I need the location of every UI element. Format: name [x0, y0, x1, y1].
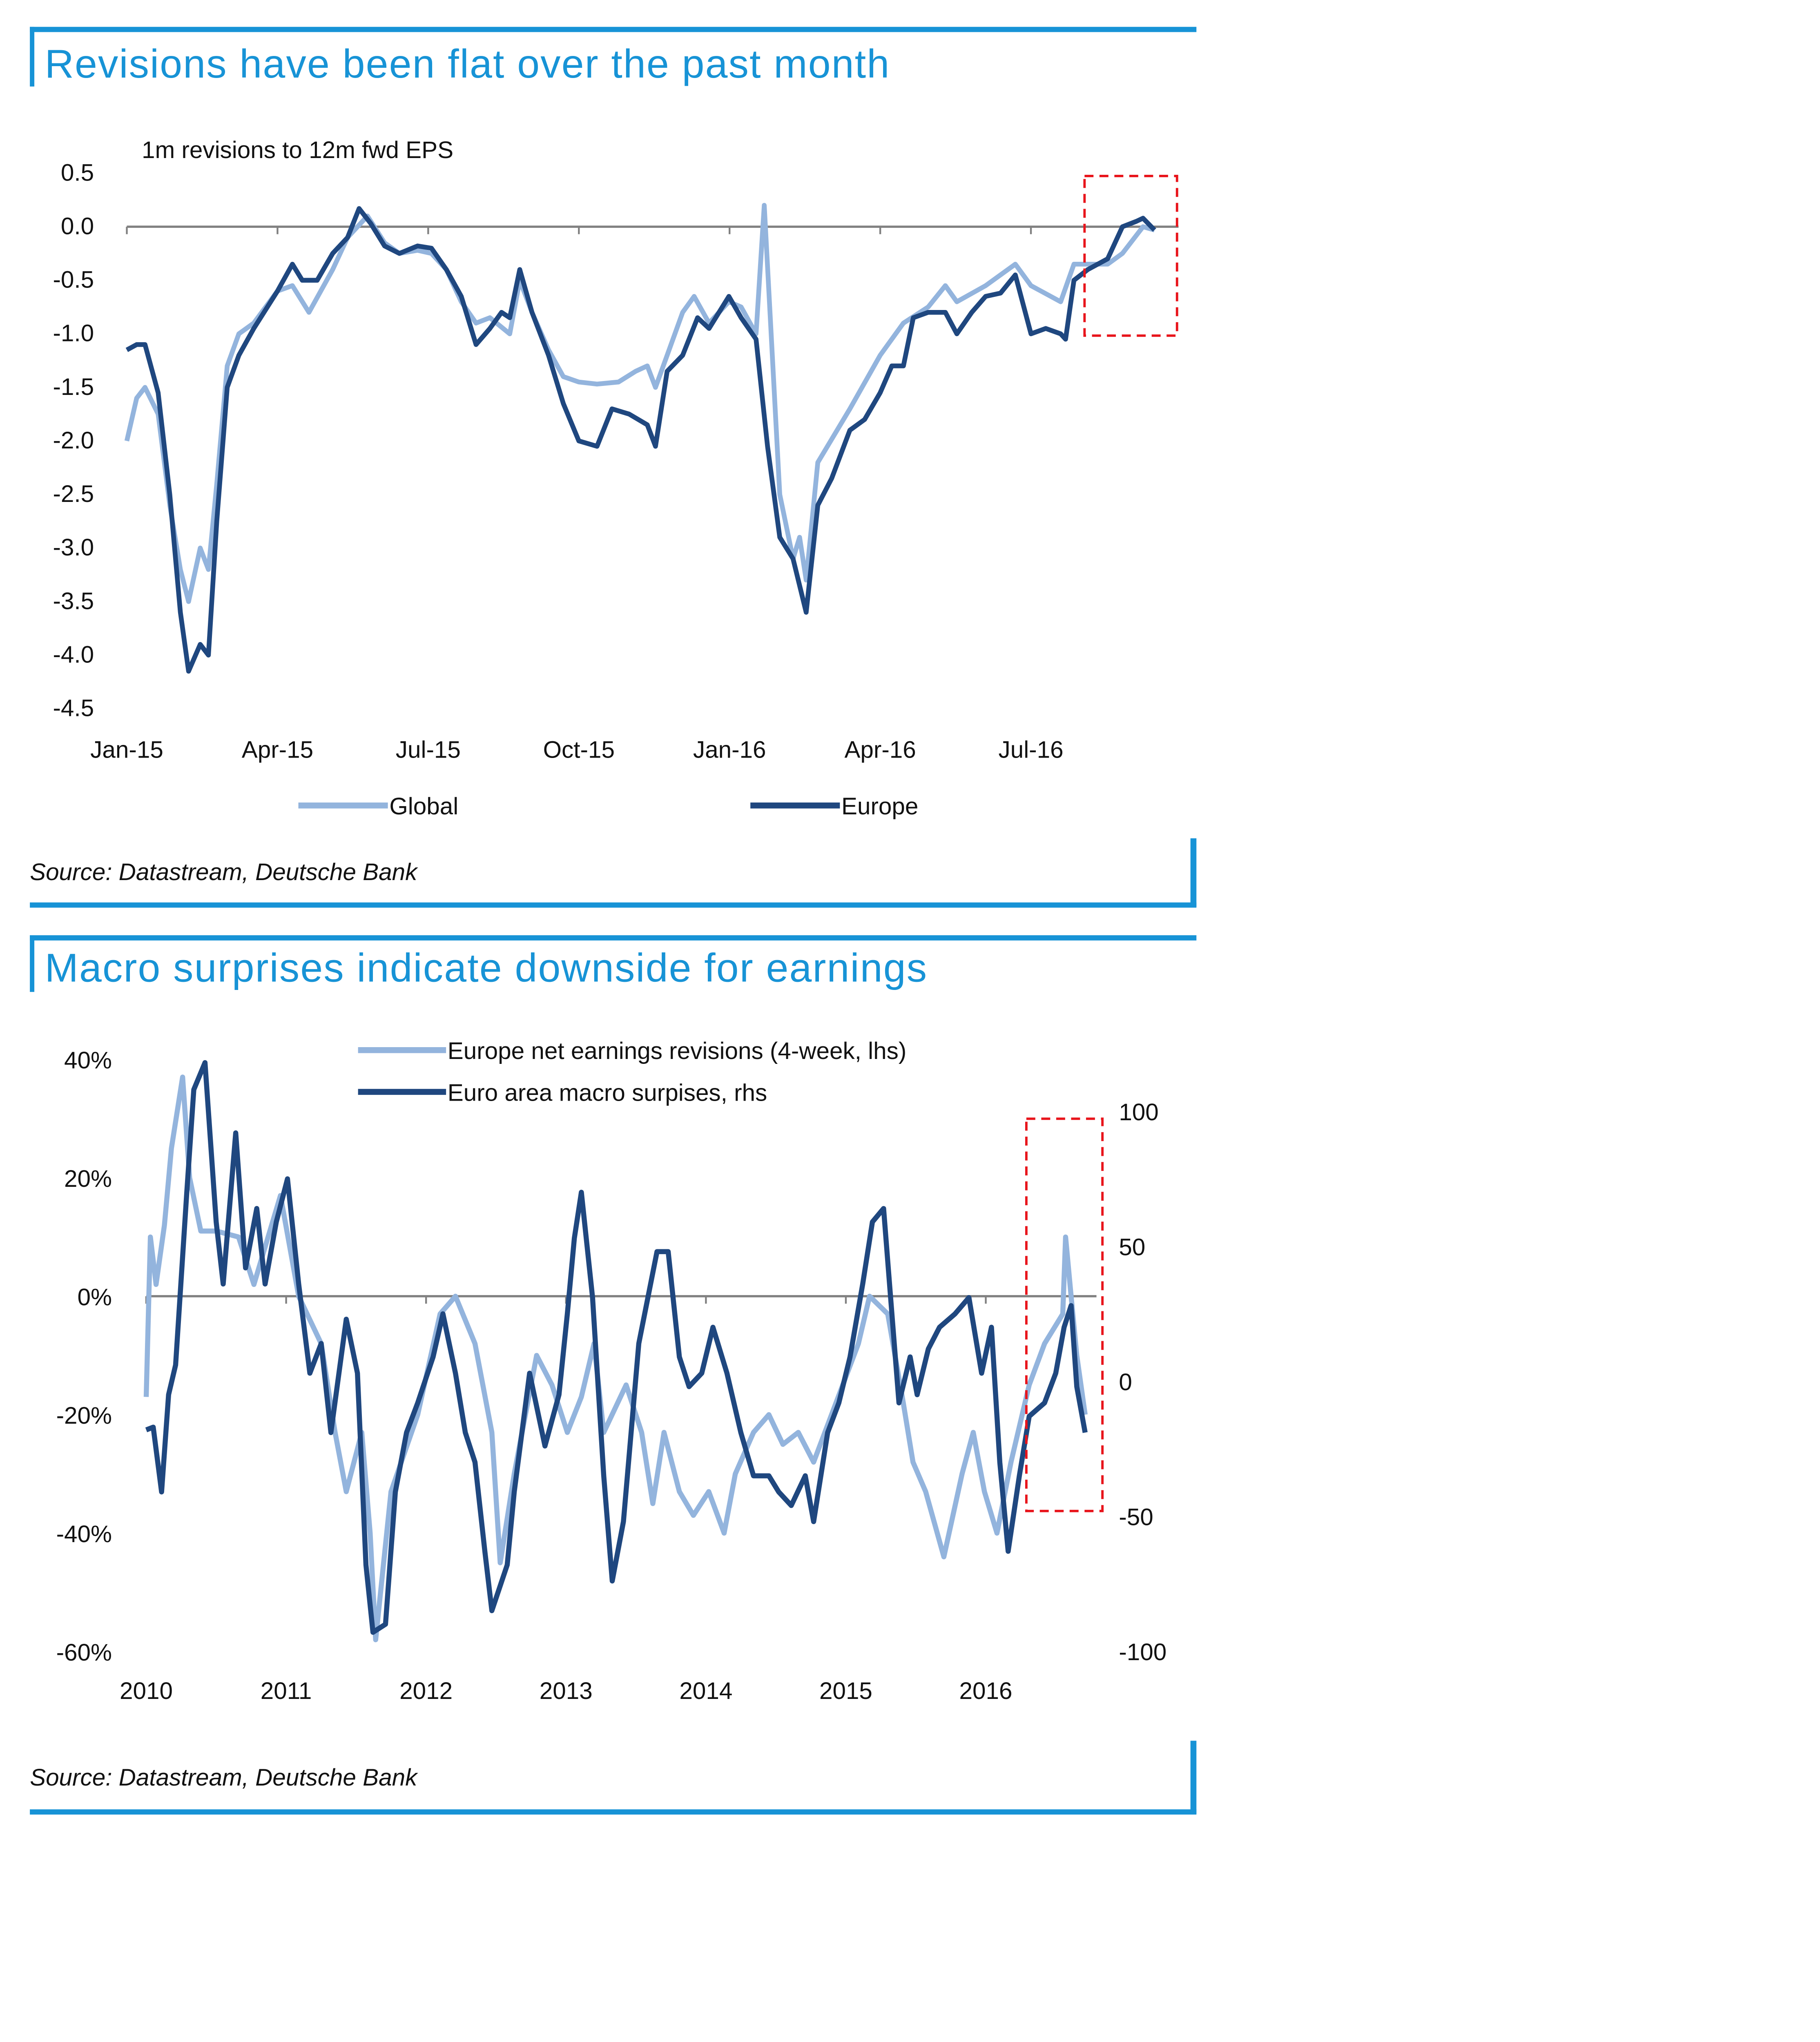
- y-tick-label: 0.0: [61, 213, 94, 239]
- y-tick-label: -3.5: [53, 588, 94, 614]
- x-tick-label: 2011: [261, 1678, 312, 1704]
- y-right-tick-label: 0: [1119, 1369, 1132, 1396]
- panel-left-bar: [30, 27, 35, 87]
- chart-subtitle: 1m revisions to 12m fwd EPS: [142, 137, 453, 163]
- x-tick-label: Jul-16: [998, 736, 1063, 763]
- series-line-europe: [125, 206, 1156, 674]
- x-tick-label: 2012: [399, 1678, 453, 1704]
- x-axis: 2010 2011 2012 2013 2014 2015 2016: [120, 1295, 1097, 1704]
- y-tick-label: -1.5: [53, 374, 94, 400]
- x-tick-label: 2010: [120, 1678, 173, 1704]
- legend-label-europe: Europe: [841, 793, 918, 820]
- panel-bottom-border: [30, 1809, 1197, 1815]
- plot-area: [143, 1060, 1088, 1643]
- y-tick-label: -0.5: [53, 267, 94, 293]
- panel-top-border: [30, 27, 1197, 32]
- y-tick-label: 0.5: [61, 159, 94, 186]
- series-line-macro-surprises: [145, 1060, 1088, 1635]
- chart-title: Macro surprises indicate downside for ea…: [45, 945, 928, 990]
- y-tick-label: -4.0: [53, 641, 94, 668]
- legend: Europe net earnings revisions (4-week, l…: [358, 1038, 907, 1106]
- panel-left-bar: [30, 935, 35, 992]
- y-left-tick-label: 0%: [78, 1284, 112, 1311]
- x-axis: Jan-15 Apr-15 Jul-15 Oct-15 Jan-16 Apr-16 Jul-…: [90, 225, 1179, 763]
- y-left-tick-label: -40%: [56, 1521, 112, 1547]
- source-note: Source: Datastream, Deutsche Bank: [30, 1764, 418, 1791]
- y-left-tick-label: 40%: [64, 1047, 112, 1074]
- x-tick-label: Oct-15: [543, 736, 615, 763]
- x-tick-label: Apr-15: [242, 736, 313, 763]
- y-left-tick-label: 20%: [64, 1166, 112, 1192]
- series-line-earnings-revisions: [143, 1075, 1088, 1643]
- highlight-box: [1025, 1117, 1104, 1512]
- panel-right-bar: [1190, 838, 1197, 907]
- series-line-global: [124, 203, 1155, 604]
- chart-title: Revisions have been flat over the past m…: [45, 41, 890, 86]
- x-tick-label: Jan-15: [90, 736, 163, 763]
- y-tick-label: -3.0: [53, 534, 94, 561]
- y-right-tick-label: -100: [1119, 1639, 1166, 1665]
- y-tick-label: -2.0: [53, 427, 94, 454]
- y-tick-label: -2.5: [53, 481, 94, 507]
- panel-right-bar: [1190, 1741, 1197, 1814]
- legend: Global Europe: [298, 793, 918, 820]
- chart-2-panel: Macro surprises indicate downside for ea…: [30, 935, 1197, 1815]
- x-tick-label: Apr-16: [844, 736, 916, 763]
- legend-label-global: Global: [389, 793, 458, 820]
- x-tick-label: Jan-16: [693, 736, 766, 763]
- y-right-tick-label: -50: [1119, 1504, 1153, 1531]
- legend-label-earnings-revisions: Europe net earnings revisions (4-week, l…: [448, 1038, 907, 1064]
- x-tick-label: 2015: [819, 1678, 872, 1704]
- highlight-box: [1083, 175, 1178, 337]
- x-tick-label: 2014: [679, 1678, 732, 1704]
- y-tick-label: -4.5: [53, 695, 94, 722]
- y-axis-labels: 40% 20% 0% -20% -40% -60% 100 50 0 -50 -100: [56, 1047, 1167, 1666]
- panel-bottom-border: [30, 902, 1197, 908]
- y-left-tick-label: -20%: [56, 1402, 112, 1429]
- chart-1-panel: Revisions have been flat over the past m…: [30, 27, 1197, 908]
- y-left-tick-label: -60%: [56, 1639, 112, 1666]
- y-axis-labels: 0.5 0.0 -0.5 -1.0 -1.5 -2.0 -2.5 -3.0 -3.5 -4.0 -4…: [53, 159, 94, 721]
- source-note: Source: Datastream, Deutsche Bank: [30, 859, 418, 885]
- plot-area: [124, 203, 1156, 674]
- x-tick-label: 2016: [959, 1678, 1013, 1704]
- y-right-tick-label: 100: [1119, 1099, 1158, 1126]
- page: Revisions have been flat over the past m…: [30, 27, 1197, 1815]
- y-tick-label: -1.0: [53, 320, 94, 347]
- panel-top-border: [30, 935, 1197, 941]
- y-right-tick-label: 50: [1119, 1234, 1145, 1260]
- x-tick-label: 2013: [540, 1678, 593, 1704]
- x-tick-label: Jul-15: [396, 736, 461, 763]
- legend-label-macro-surprises: Euro area macro surpises, rhs: [448, 1079, 767, 1106]
